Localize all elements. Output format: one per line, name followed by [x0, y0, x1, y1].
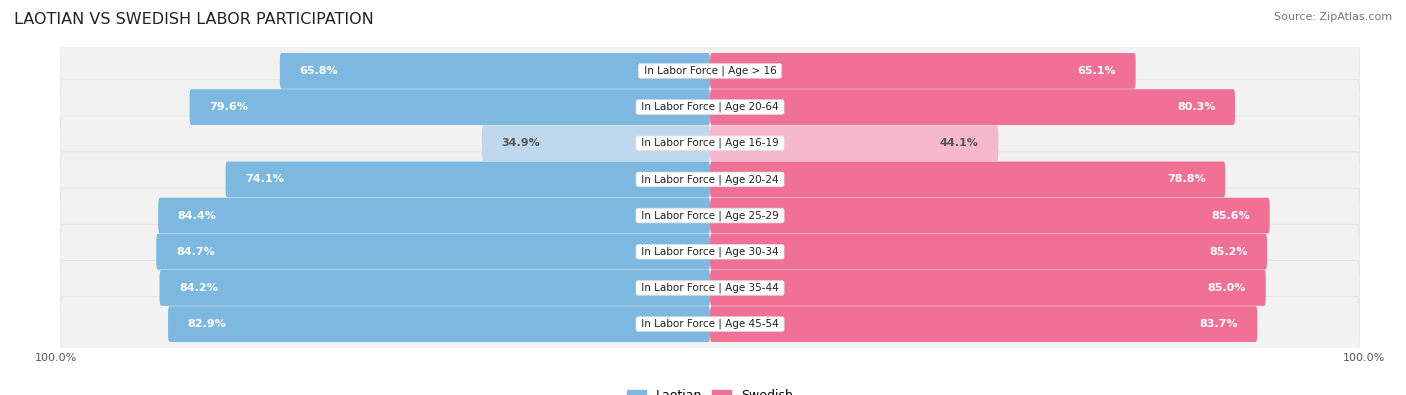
FancyBboxPatch shape — [710, 53, 1136, 89]
FancyBboxPatch shape — [60, 260, 1360, 316]
FancyBboxPatch shape — [60, 224, 1360, 279]
Text: In Labor Force | Age > 16: In Labor Force | Age > 16 — [641, 66, 779, 76]
Text: 44.1%: 44.1% — [939, 138, 979, 148]
FancyBboxPatch shape — [60, 297, 1360, 352]
FancyBboxPatch shape — [710, 89, 1234, 125]
FancyBboxPatch shape — [156, 234, 710, 270]
Text: 85.2%: 85.2% — [1209, 247, 1247, 257]
FancyBboxPatch shape — [60, 152, 1360, 207]
Text: 79.6%: 79.6% — [209, 102, 247, 112]
Text: 65.8%: 65.8% — [299, 66, 337, 76]
FancyBboxPatch shape — [482, 125, 710, 161]
FancyBboxPatch shape — [159, 270, 710, 306]
FancyBboxPatch shape — [710, 198, 1270, 233]
Text: In Labor Force | Age 25-29: In Labor Force | Age 25-29 — [638, 210, 782, 221]
Text: LAOTIAN VS SWEDISH LABOR PARTICIPATION: LAOTIAN VS SWEDISH LABOR PARTICIPATION — [14, 12, 374, 27]
Text: 84.7%: 84.7% — [176, 247, 215, 257]
FancyBboxPatch shape — [60, 43, 1360, 98]
FancyBboxPatch shape — [225, 162, 710, 197]
FancyBboxPatch shape — [60, 79, 1360, 135]
Text: 80.3%: 80.3% — [1177, 102, 1215, 112]
Text: 84.2%: 84.2% — [179, 283, 218, 293]
Text: 74.1%: 74.1% — [245, 175, 284, 184]
Text: 34.9%: 34.9% — [502, 138, 540, 148]
FancyBboxPatch shape — [159, 198, 710, 233]
FancyBboxPatch shape — [710, 306, 1257, 342]
Text: Source: ZipAtlas.com: Source: ZipAtlas.com — [1274, 12, 1392, 22]
Text: 82.9%: 82.9% — [187, 319, 226, 329]
FancyBboxPatch shape — [710, 162, 1225, 197]
Text: 84.4%: 84.4% — [177, 211, 217, 220]
Text: 85.0%: 85.0% — [1208, 283, 1246, 293]
FancyBboxPatch shape — [710, 270, 1265, 306]
FancyBboxPatch shape — [169, 306, 710, 342]
FancyBboxPatch shape — [710, 234, 1267, 270]
Text: 65.1%: 65.1% — [1077, 66, 1116, 76]
Text: In Labor Force | Age 16-19: In Labor Force | Age 16-19 — [638, 138, 782, 149]
Text: In Labor Force | Age 20-64: In Labor Force | Age 20-64 — [638, 102, 782, 112]
FancyBboxPatch shape — [280, 53, 710, 89]
FancyBboxPatch shape — [60, 188, 1360, 243]
FancyBboxPatch shape — [60, 116, 1360, 171]
Text: 83.7%: 83.7% — [1199, 319, 1237, 329]
Text: In Labor Force | Age 20-24: In Labor Force | Age 20-24 — [638, 174, 782, 185]
Text: 85.6%: 85.6% — [1212, 211, 1250, 220]
Text: In Labor Force | Age 45-54: In Labor Force | Age 45-54 — [638, 319, 782, 329]
FancyBboxPatch shape — [710, 125, 998, 161]
Text: In Labor Force | Age 30-34: In Labor Force | Age 30-34 — [638, 246, 782, 257]
Text: 78.8%: 78.8% — [1167, 175, 1205, 184]
Legend: Laotian, Swedish: Laotian, Swedish — [621, 384, 799, 395]
FancyBboxPatch shape — [190, 89, 710, 125]
Text: In Labor Force | Age 35-44: In Labor Force | Age 35-44 — [638, 283, 782, 293]
